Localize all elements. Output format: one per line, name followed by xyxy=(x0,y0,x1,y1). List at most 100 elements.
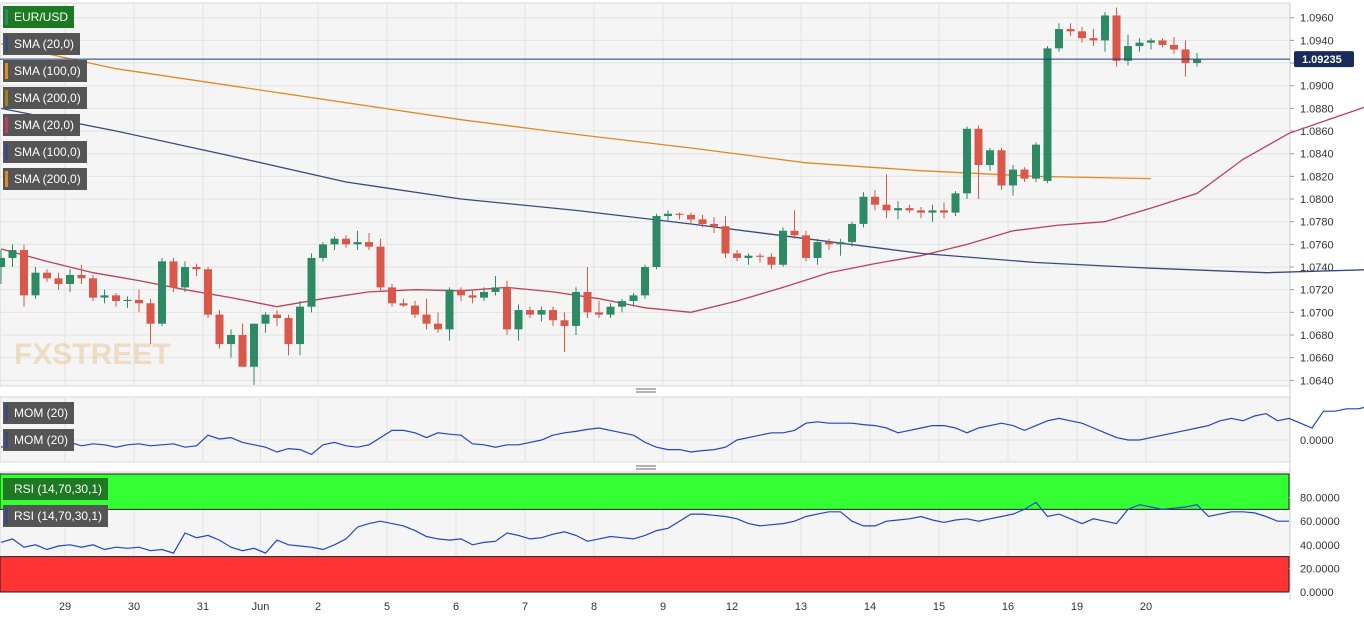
candle-body xyxy=(112,295,120,302)
pane-handle-2[interactable] xyxy=(636,465,656,470)
candle-body xyxy=(66,274,74,285)
candle-body xyxy=(779,230,787,265)
candle-body xyxy=(514,310,523,330)
candle-body xyxy=(296,306,304,345)
candle-body xyxy=(468,295,477,298)
y-tick-label: 1.0780 xyxy=(1300,217,1334,229)
x-tick-label: 9 xyxy=(660,601,666,613)
candle-body xyxy=(376,246,385,288)
y-tick-label: 1.0720 xyxy=(1300,285,1334,297)
candle-body xyxy=(31,272,40,296)
x-tick-label: 7 xyxy=(522,601,528,613)
symbol-swatch xyxy=(5,9,8,25)
candle-body xyxy=(560,320,569,326)
candle-body xyxy=(1181,49,1190,64)
candle-body xyxy=(583,291,592,313)
legend-main-0[interactable]: SMA (20,0) xyxy=(3,33,81,55)
legend-rsi-1[interactable]: RSI (14,70,30,1) xyxy=(3,505,109,527)
mom-line xyxy=(0,406,1364,456)
rsi-tick-label: 0.0000 xyxy=(1300,587,1334,599)
candle-body xyxy=(480,291,488,298)
y-tick-label: 1.0960 xyxy=(1300,13,1334,25)
y-tick-label: 1.0880 xyxy=(1300,103,1334,115)
candle-body xyxy=(284,318,293,345)
legend-label: SMA (200,0) xyxy=(14,172,81,186)
candle-body xyxy=(997,150,1006,186)
symbol-legend[interactable]: EUR/USD xyxy=(3,6,75,28)
x-tick-label: 15 xyxy=(933,601,945,613)
candle-body xyxy=(1112,15,1121,61)
candle-body xyxy=(411,305,419,315)
candle-body xyxy=(572,291,580,326)
y-tick-label: 1.0740 xyxy=(1300,262,1334,274)
candle-body xyxy=(181,267,189,288)
candle-body xyxy=(756,255,764,257)
rsi-tick-label: 80.0000 xyxy=(1300,493,1340,505)
legend-label: SMA (20,0) xyxy=(14,37,75,51)
candle-body xyxy=(710,223,718,227)
candle-body xyxy=(146,303,155,324)
candle-body xyxy=(917,210,925,213)
legend-swatch xyxy=(5,508,8,524)
candle-body xyxy=(664,213,672,217)
candle-body xyxy=(238,335,247,367)
legend-swatch xyxy=(5,171,8,187)
x-tick-label: 12 xyxy=(726,601,738,613)
candle-body xyxy=(169,261,178,288)
candle-body xyxy=(123,299,132,302)
pane-handle-1[interactable] xyxy=(636,388,656,393)
candle-body xyxy=(353,242,362,245)
y-tick-label: 1.0860 xyxy=(1300,126,1334,138)
candle-body xyxy=(963,128,971,194)
legend-mom-1[interactable]: MOM (20) xyxy=(3,429,74,451)
x-tick-label: 14 xyxy=(864,601,876,613)
candle-body xyxy=(549,310,557,321)
candle-body xyxy=(399,303,408,306)
candle-body xyxy=(273,314,281,319)
mom-tick-label: 0.0000 xyxy=(1300,435,1334,447)
candle-body xyxy=(859,196,868,224)
candle-body xyxy=(721,226,730,254)
x-tick-label: 30 xyxy=(128,601,140,613)
candle-body xyxy=(882,204,891,211)
mom-panel xyxy=(0,396,1291,463)
candle-body xyxy=(1135,42,1144,47)
legend-mom-0[interactable]: MOM (20) xyxy=(3,402,74,424)
candle-body xyxy=(537,310,546,315)
y-tick-label: 1.0760 xyxy=(1300,239,1334,251)
main-panel xyxy=(0,2,1291,387)
legend-main-2[interactable]: SMA (200,0) xyxy=(3,87,87,109)
candle-body xyxy=(871,196,879,205)
x-tick-label: 8 xyxy=(591,601,597,613)
legend-main-3[interactable]: SMA (20,0) xyxy=(3,114,81,136)
candle-body xyxy=(77,274,86,279)
legend-main-4[interactable]: SMA (100,0) xyxy=(3,141,87,163)
candle-body xyxy=(1020,169,1029,179)
y-tick-label: 1.0680 xyxy=(1300,330,1334,342)
candle-body xyxy=(1089,38,1098,41)
legend-label: RSI (14,70,30,1) xyxy=(14,509,103,523)
candle-body xyxy=(1124,46,1132,61)
legend-swatch xyxy=(5,144,8,160)
candle-body xyxy=(790,230,799,236)
y-tick-label: 1.0820 xyxy=(1300,171,1334,183)
symbol-label: EUR/USD xyxy=(14,10,69,24)
rsi-tick-label: 60.0000 xyxy=(1300,516,1340,528)
legend-rsi-0[interactable]: RSI (14,70,30,1) xyxy=(3,478,109,500)
legend-swatch xyxy=(5,36,8,52)
candle-body xyxy=(1066,29,1075,32)
legend-label: SMA (200,0) xyxy=(14,91,81,105)
candle-body xyxy=(825,242,833,245)
candle-body xyxy=(388,287,396,304)
candle-body xyxy=(951,193,960,213)
candle-body xyxy=(365,242,373,247)
candle-body xyxy=(629,295,638,302)
candle-body xyxy=(986,150,994,166)
candle-body xyxy=(342,238,350,245)
x-tick-label: Jun xyxy=(252,601,270,613)
x-tick-label: 13 xyxy=(795,601,807,613)
y-tick-label: 1.0800 xyxy=(1300,194,1334,206)
legend-main-1[interactable]: SMA (100,0) xyxy=(3,60,87,82)
legend-main-5[interactable]: SMA (200,0) xyxy=(3,168,87,190)
